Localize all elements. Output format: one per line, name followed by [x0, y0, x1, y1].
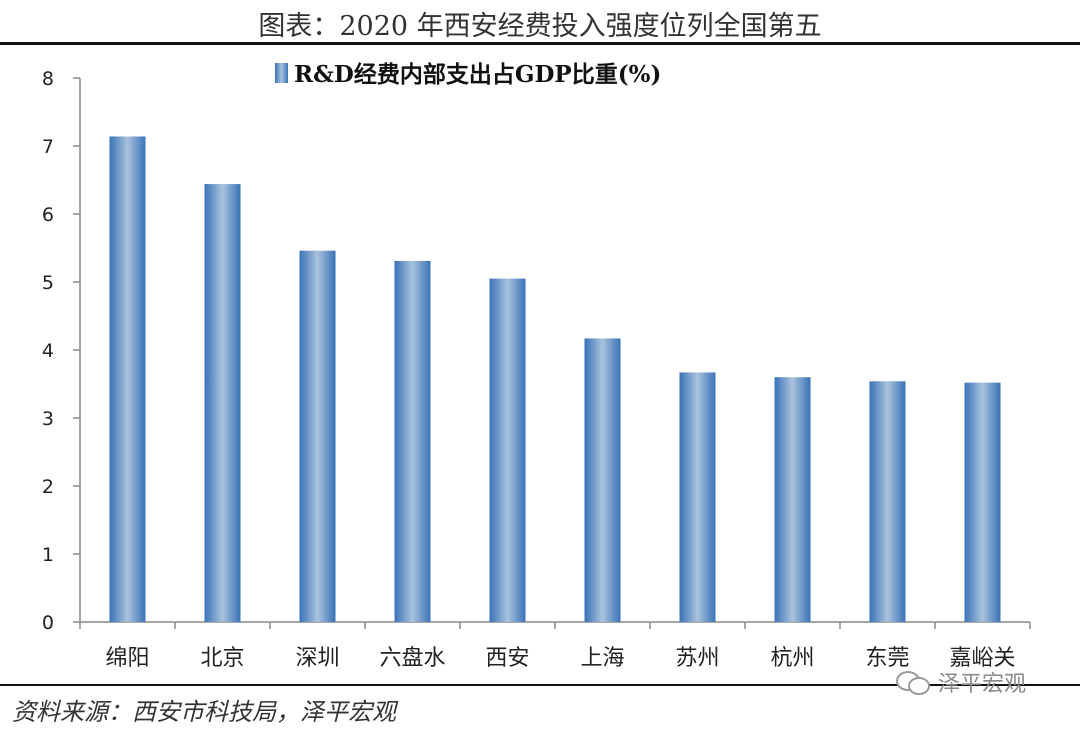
- y-tick-label: 5: [42, 272, 54, 294]
- y-tick-label: 6: [42, 204, 54, 226]
- y-tick-label: 4: [42, 340, 54, 362]
- bar: [679, 372, 716, 622]
- y-tick-label: 3: [42, 408, 54, 430]
- x-tick-label: 深圳: [295, 646, 339, 671]
- y-tick-label: 7: [42, 136, 54, 158]
- watermark-text: 泽平宏观: [938, 672, 1027, 697]
- y-tick-label: 8: [42, 68, 54, 90]
- bottom-rule: [0, 684, 1080, 686]
- top-rule: [0, 42, 1080, 45]
- bars: [109, 136, 1001, 623]
- x-tick-label: 绵阳: [105, 646, 149, 671]
- wechat-icon: [896, 669, 932, 695]
- bar: [299, 250, 336, 622]
- x-tick-label: 苏州: [675, 646, 719, 671]
- x-tick-label: 北京: [200, 646, 244, 671]
- bar-chart: 0 1 2 3 4 5 6 7 8 绵阳 北京 深圳 六盘水 西安 上海 苏州 杭州 东莞 嘉峪关 R&D经费内部支…: [42, 61, 1031, 671]
- y-tick-label: 0: [42, 612, 54, 634]
- x-tick-label: 东莞: [865, 646, 909, 671]
- chart-caption: 图表：2020 年西安经费投入强度位列全国第五: [258, 11, 822, 42]
- x-tick-label: 六盘水: [379, 646, 445, 671]
- watermark: 泽平宏观: [896, 666, 1026, 698]
- x-tick-label: 嘉峪关: [949, 646, 1015, 671]
- bar: [869, 381, 906, 622]
- bar: [584, 338, 621, 622]
- bar: [774, 377, 811, 622]
- bar: [489, 278, 526, 622]
- x-tick-label: 杭州: [770, 646, 814, 671]
- x-tick-label: 西安: [485, 646, 529, 671]
- legend-swatch: [275, 63, 288, 83]
- bar: [394, 260, 431, 622]
- bar: [109, 136, 146, 623]
- x-tick-label: 上海: [580, 646, 624, 671]
- legend-label: R&D经费内部支出占GDP比重(%): [294, 61, 661, 88]
- source-note: 资料来源：西安市科技局，泽平宏观: [12, 698, 396, 726]
- bar: [204, 184, 241, 622]
- bar: [964, 382, 1001, 622]
- y-tick-label: 2: [42, 476, 54, 498]
- y-tick-label: 1: [42, 544, 54, 566]
- legend: R&D经费内部支出占GDP比重(%): [275, 61, 661, 88]
